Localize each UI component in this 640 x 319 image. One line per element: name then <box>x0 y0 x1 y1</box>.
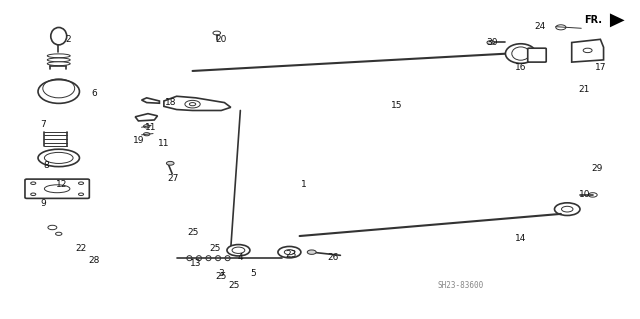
Text: 3: 3 <box>218 269 224 278</box>
Text: 25: 25 <box>216 272 227 281</box>
Circle shape <box>487 41 495 44</box>
Text: 20: 20 <box>216 35 227 44</box>
Text: 10: 10 <box>579 190 590 199</box>
Text: 17: 17 <box>595 63 606 72</box>
Text: 27: 27 <box>168 174 179 183</box>
Polygon shape <box>572 39 604 62</box>
Text: 21: 21 <box>579 85 590 94</box>
Text: 6: 6 <box>91 89 97 98</box>
Text: 5: 5 <box>250 269 256 278</box>
Polygon shape <box>164 96 231 110</box>
Text: 30: 30 <box>486 38 498 47</box>
Text: 28: 28 <box>88 256 99 265</box>
Text: FR.: FR. <box>584 15 602 26</box>
Text: 8: 8 <box>43 161 49 170</box>
Text: 23: 23 <box>285 250 297 259</box>
Ellipse shape <box>38 149 79 167</box>
Circle shape <box>227 245 250 256</box>
Text: 18: 18 <box>164 98 176 107</box>
Text: 11: 11 <box>145 123 157 132</box>
Polygon shape <box>141 98 159 103</box>
Text: 25: 25 <box>187 228 198 237</box>
Text: 7: 7 <box>40 120 45 129</box>
Text: 25: 25 <box>228 281 239 291</box>
Polygon shape <box>135 114 157 121</box>
Text: 14: 14 <box>515 234 527 243</box>
FancyBboxPatch shape <box>528 48 546 62</box>
Ellipse shape <box>506 44 536 63</box>
Text: SH23-83600: SH23-83600 <box>437 281 483 291</box>
FancyBboxPatch shape <box>25 179 90 198</box>
Text: 19: 19 <box>132 136 144 145</box>
Ellipse shape <box>51 27 67 45</box>
Ellipse shape <box>47 58 70 62</box>
Circle shape <box>166 161 174 165</box>
Circle shape <box>31 193 36 196</box>
Ellipse shape <box>47 62 70 66</box>
Text: 4: 4 <box>237 253 243 262</box>
Text: 13: 13 <box>190 259 202 268</box>
Text: 25: 25 <box>209 243 221 253</box>
Text: 12: 12 <box>56 180 68 189</box>
Circle shape <box>79 182 84 184</box>
Text: 16: 16 <box>515 63 527 72</box>
Circle shape <box>79 193 84 196</box>
Text: 26: 26 <box>327 253 339 262</box>
Circle shape <box>185 100 200 108</box>
Text: 11: 11 <box>158 139 170 148</box>
Circle shape <box>31 182 36 184</box>
Text: 22: 22 <box>76 243 86 253</box>
Text: 29: 29 <box>591 165 603 174</box>
Text: 15: 15 <box>390 101 402 110</box>
Polygon shape <box>610 13 625 27</box>
Circle shape <box>307 250 316 254</box>
Ellipse shape <box>47 54 70 58</box>
Text: 24: 24 <box>534 22 545 31</box>
Text: 1: 1 <box>301 180 307 189</box>
Text: 2: 2 <box>65 35 71 44</box>
Text: 9: 9 <box>40 199 45 208</box>
